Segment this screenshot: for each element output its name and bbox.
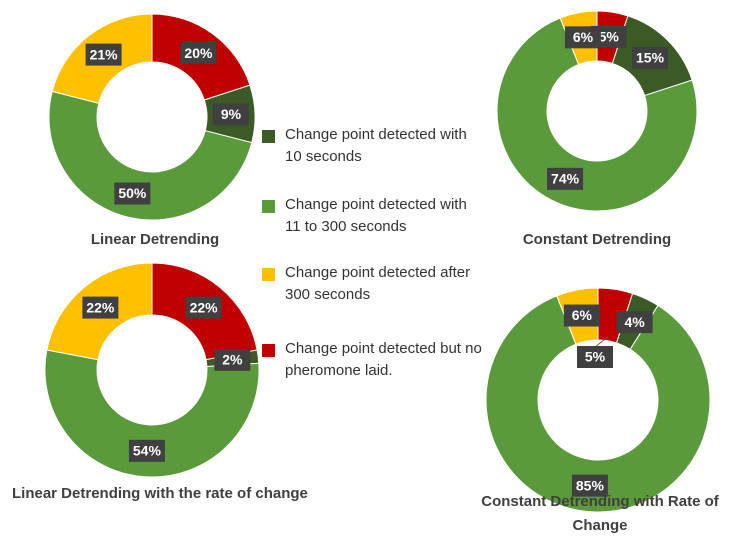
data-label: 5% [599, 29, 620, 45]
data-label: 2% [222, 352, 243, 368]
label-box [616, 311, 653, 334]
label-box [85, 43, 122, 66]
data-label: 22% [190, 299, 219, 315]
legend-label: Change point detected with 10 seconds [285, 126, 467, 165]
label-box [632, 46, 669, 69]
data-label: 22% [86, 299, 115, 315]
legend-label: Change point detected after 300 seconds [285, 264, 471, 303]
label-box [185, 296, 222, 319]
label-box [180, 42, 217, 65]
label-box [571, 474, 608, 497]
data-label: 50% [118, 185, 147, 201]
legend-swatch [262, 344, 275, 357]
label-box [563, 304, 600, 327]
leader-line [594, 336, 609, 348]
donut-segment [44, 349, 260, 478]
legend-swatch [262, 268, 275, 281]
data-label: 85% [576, 477, 605, 493]
legend-swatch [262, 130, 275, 143]
legend-label: Change point detected but no pheromone l… [285, 340, 482, 379]
donut-segment [48, 90, 253, 221]
chart-title: Linear Detrending [90, 231, 220, 248]
legend-label: Change point detected with 11 to 300 sec… [285, 196, 467, 235]
data-label: 74% [551, 171, 580, 187]
chart-title: Constant Detrending [522, 231, 672, 248]
label-box [577, 346, 613, 368]
data-label: 15% [636, 50, 665, 66]
data-label: 54% [133, 443, 162, 459]
data-label: 20% [184, 45, 213, 61]
data-label: 6% [572, 307, 593, 323]
chart-title: Linear Detrending with the rate of chang… [12, 485, 308, 502]
label-box [128, 439, 165, 462]
label-box [114, 182, 151, 205]
label-box [547, 167, 584, 190]
donut-segment [496, 17, 698, 212]
data-label: 6% [573, 29, 594, 45]
label-box [564, 26, 601, 49]
label-box [82, 296, 119, 319]
legend-swatch [262, 200, 275, 213]
data-label: 21% [90, 46, 119, 62]
data-label: 5% [585, 349, 606, 365]
chart-title: Constant Detrending with Rate of Change [481, 493, 719, 534]
label-box [212, 103, 249, 126]
donut-segment [485, 295, 711, 513]
label-box [214, 348, 251, 371]
data-label: 4% [624, 314, 645, 330]
data-label: 9% [221, 106, 242, 122]
